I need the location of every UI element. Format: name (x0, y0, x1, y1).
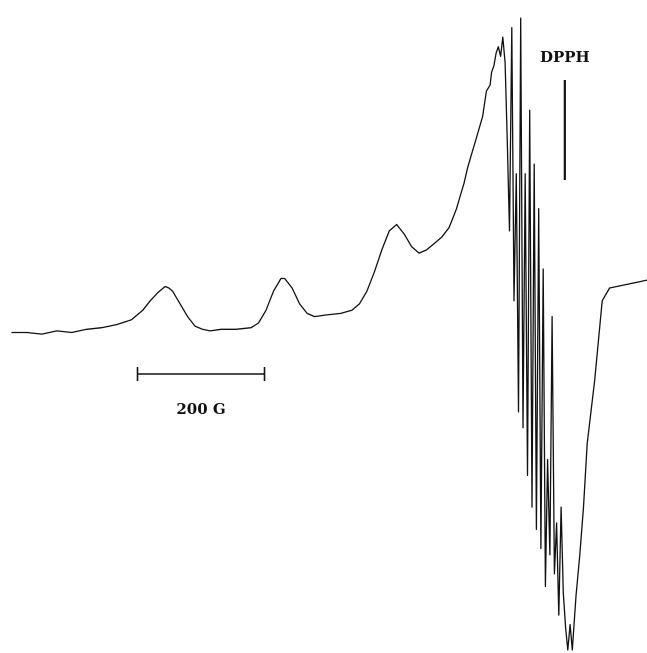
spectrum-trace-layer (11, 17, 647, 651)
dpph-marker: DPPH (540, 48, 590, 180)
spectrum-line-0 (11, 17, 647, 651)
scale-bar: 200 G (136, 367, 266, 418)
scale-bar-label: 200 G (176, 400, 225, 418)
dpph-label: DPPH (540, 48, 590, 66)
